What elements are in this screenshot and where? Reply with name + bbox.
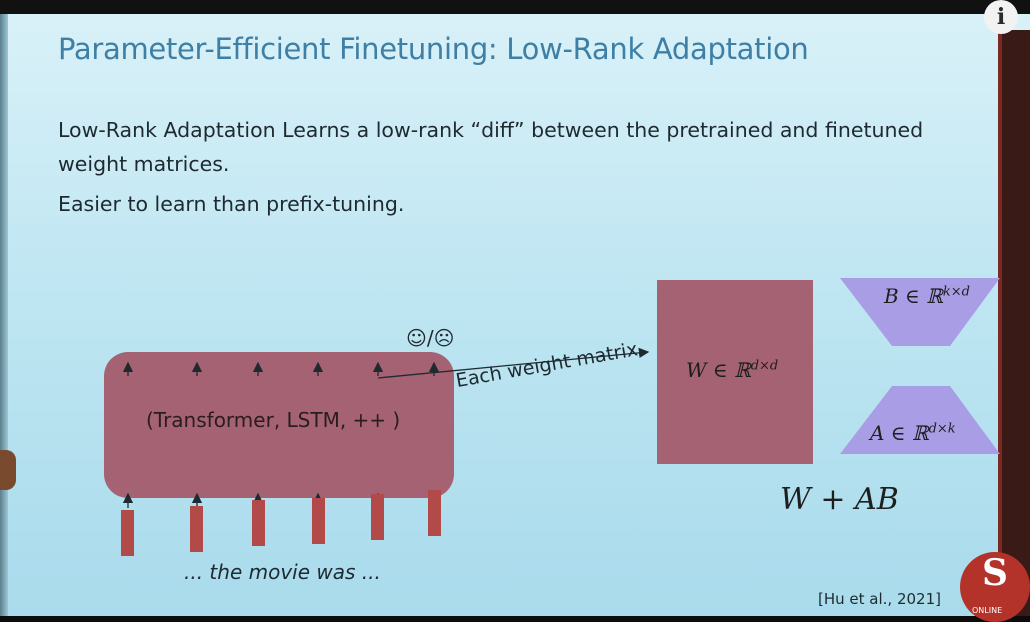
body-line-2: weight matrices.	[58, 152, 230, 176]
logo-caption: ONLINE	[972, 606, 1003, 615]
input-token	[312, 498, 325, 544]
matrix-A-dims: d×k	[928, 421, 956, 437]
sentiment-emoji: ☺/☹	[406, 326, 455, 350]
matrix-W-label: W ∈ ℝd×d	[686, 358, 778, 382]
matrix-W-dims: d×d	[750, 358, 779, 374]
stanford-logo: S	[960, 552, 1030, 622]
matrix-B-dims: k×d	[942, 284, 970, 300]
input-token	[252, 500, 265, 546]
input-token	[121, 510, 134, 556]
matrix-A-label: A ∈ ℝd×k	[870, 421, 956, 445]
matrix-B-shape	[840, 278, 1000, 346]
input-token	[190, 506, 203, 552]
model-label: (Transformer, LSTM, ++ )	[146, 408, 401, 432]
weight-pointer-arrow	[377, 347, 650, 379]
update-formula: W + AB	[780, 482, 899, 517]
input-token	[428, 490, 441, 536]
body-line-3: Easier to learn than prefix-tuning.	[58, 192, 405, 216]
slide-right-frame-accent	[998, 30, 1002, 616]
matrix-W-text: W ∈ ℝ	[686, 358, 751, 382]
slide-right-frame	[1000, 30, 1030, 616]
citation: [Hu et al., 2021]	[818, 590, 941, 608]
matrix-B-text: B ∈ ℝ	[884, 284, 943, 308]
info-icon[interactable]: i	[984, 0, 1018, 34]
input-token	[371, 494, 384, 540]
matrix-A-text: A ∈ ℝ	[870, 421, 929, 445]
output-arrows	[122, 361, 440, 376]
lecture-slide	[0, 14, 1030, 616]
input-tokens	[121, 490, 441, 556]
matrix-A-shape	[840, 386, 1000, 454]
presenter-hand	[0, 450, 16, 490]
body-line-1: Low-Rank Adaptation Learns a low-rank “d…	[58, 118, 924, 142]
matrix-B-label: B ∈ ℝk×d	[884, 284, 970, 308]
slide-title: Parameter-Efficient Finetuning: Low-Rank…	[58, 32, 809, 66]
slide-left-edge	[0, 14, 8, 616]
video-top-bar	[0, 0, 1030, 14]
input-sentence: ... the movie was ...	[184, 560, 381, 584]
matrix-W-block	[657, 280, 813, 464]
input-arrows	[122, 492, 440, 508]
